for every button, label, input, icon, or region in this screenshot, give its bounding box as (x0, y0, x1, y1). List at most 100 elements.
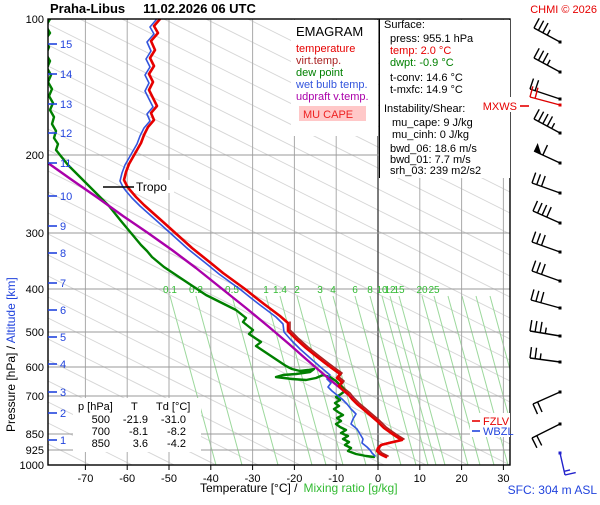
mixing-ratio-line (231, 295, 279, 465)
wind-barb (530, 289, 562, 310)
barb-full-feather (546, 206, 552, 218)
barb-shaft (533, 27, 561, 43)
barb-shaft (531, 241, 561, 253)
barb-full-feather (533, 17, 540, 29)
barb-full-feather (536, 262, 542, 273)
mxws-label: MXWS (483, 101, 517, 113)
table-cell: 850 (92, 438, 110, 450)
y-axis-title-altitude: Altitude [km] (4, 277, 18, 343)
temp-axis-label: -30 (245, 473, 261, 485)
mixing-ratio-label: 15 (393, 285, 405, 296)
mixing-ratio-label: 6 (352, 285, 358, 296)
wind-barb-column (529, 17, 576, 476)
barb-full-feather (536, 202, 543, 214)
tropo-label: Tropo (136, 180, 167, 194)
wind-barb (529, 320, 562, 338)
legend-title: EMAGRAM (296, 24, 363, 39)
altitude-axis-label: 14 (60, 69, 72, 81)
pressure-axis-label: 400 (26, 284, 44, 296)
y-axis-title-pressure: Pressure [hPa] / (4, 343, 18, 432)
table-cell: -4.2 (167, 438, 186, 450)
page-title: Praha-Libus 11.02.2026 06 UTC (50, 1, 256, 16)
dry-adiabat-line (48, 44, 510, 277)
barb-full-feather (542, 144, 549, 156)
dry-adiabat-line (48, 23, 510, 256)
legend-item-udpraft-v-temp-: udpraft v.temp. (296, 91, 369, 103)
barb-full-feather (542, 52, 549, 64)
run-datetime: 11.02.2026 06 UTC (143, 1, 256, 16)
pressure-axis-label: 200 (26, 150, 44, 162)
altitude-axis-label: 6 (60, 305, 66, 317)
dry-adiabat-line (79, 19, 510, 235)
mixing-ratio-label: 20 (416, 285, 428, 296)
mixing-ratio-label: 10 (376, 285, 388, 296)
dry-adiabat-line (48, 359, 259, 465)
barb-shaft (532, 210, 561, 224)
legend-item-temperature: temperature (296, 43, 355, 55)
barb-half-feather (546, 59, 551, 66)
altitude-axis-label: 15 (60, 39, 72, 51)
barb-half-feather (544, 327, 547, 334)
surface-panel-line: mu_cinh: 0 J/kg (392, 129, 469, 141)
barb-full-feather (540, 263, 546, 275)
mu-cape-highlight (299, 106, 366, 121)
table-cell: -31.0 (161, 414, 186, 426)
surface-panel-line: Instability/Shear: (384, 103, 465, 115)
barb-full-feather (533, 108, 540, 120)
dry-adiabat-line (121, 19, 510, 214)
plot-frame (47, 18, 511, 466)
surface-panel-line: t-conv: 14.6 °C (390, 72, 463, 84)
mixing-ratio-line (489, 295, 510, 372)
altitude-axis-label: 4 (60, 359, 66, 371)
axes: 1002003004005006007008509251000123456789… (20, 14, 510, 485)
mixing-ratio-label: 25 (428, 285, 440, 296)
x-axis-title-temp: Temperature [°C] / (200, 481, 298, 495)
barb-full-feather (537, 111, 545, 122)
table-header-p: p [hPa] (78, 401, 113, 413)
barb-full-feather (532, 200, 539, 212)
barb-shaft (532, 391, 561, 405)
dry-adiabat-line (48, 86, 510, 319)
wind-barb (531, 260, 562, 283)
header: Praha-Libus 11.02.2026 06 UTC CHMI © 2026 S… (4, 1, 597, 497)
barb-full-feather (531, 231, 537, 243)
mixing-ratio-label: 3 (317, 285, 323, 296)
wind-barb (533, 143, 562, 165)
dry-adiabat-line (48, 233, 510, 465)
barb-half-feather (563, 469, 571, 472)
dry-adiabat-line (48, 296, 385, 465)
sfc-elevation-label: SFC: 304 m ASL (508, 483, 598, 497)
x-axis-title-mixing: Mixing ratio [g/kg] (304, 481, 398, 495)
dry-adiabat-line (48, 338, 301, 465)
barb-full-feather (536, 174, 542, 185)
temp-axis-label: -60 (119, 473, 135, 485)
altitude-axis-label: 1 (60, 435, 66, 447)
pressure-axis-label: 925 (26, 445, 44, 457)
legend-item-dew-point: dew point (296, 67, 343, 79)
barb-shaft (530, 299, 561, 309)
mixing-ratio-line (169, 295, 217, 465)
curves (48, 19, 405, 459)
barb-full-feather (534, 80, 540, 91)
mixing-ratio-label: 8 (367, 285, 373, 296)
x-axis-title: Temperature [°C] / Mixing ratio [g/kg] (200, 481, 398, 495)
surface-panel-line: t-mxfc: 14.9 °C (390, 84, 463, 96)
mxws-bg (482, 97, 512, 112)
mixing-ratio-line (389, 295, 437, 465)
barb-full-feather (536, 401, 543, 413)
temp-axis-label: -70 (77, 473, 93, 485)
mixing-ratio-line (296, 295, 344, 465)
wind-barb (558, 451, 576, 476)
wind-barb (531, 172, 562, 195)
barb-full-feather (531, 437, 538, 449)
barb-full-feather (529, 320, 533, 332)
barb-shaft (533, 150, 561, 164)
mixing-ratio-label: 2 (294, 285, 300, 296)
dry-adiabat-line (48, 191, 510, 424)
dry-adiabat-line (48, 212, 510, 445)
fzlv-wbzl-bg (470, 413, 510, 437)
